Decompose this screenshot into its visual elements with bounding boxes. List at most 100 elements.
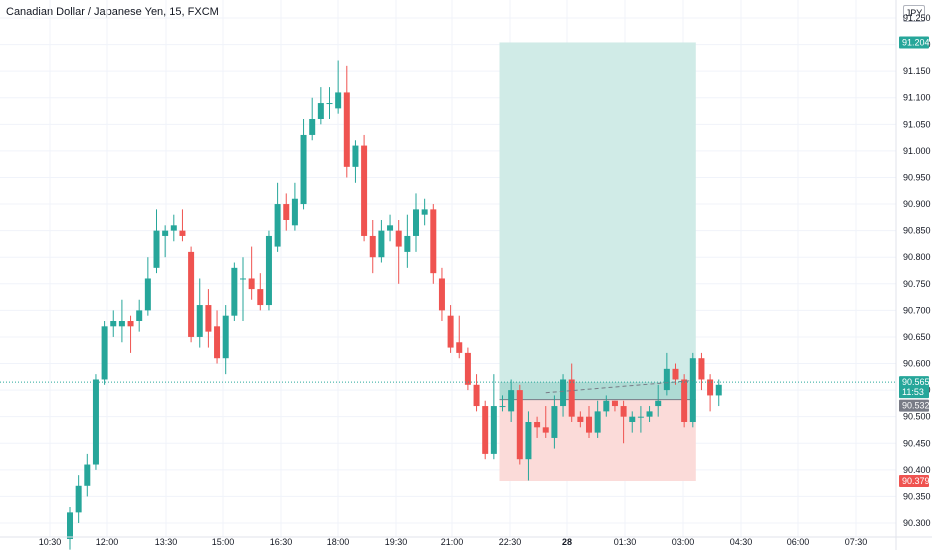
price-tag-entry: 90.532 bbox=[899, 399, 930, 412]
candle bbox=[663, 352, 670, 396]
candle-body bbox=[568, 379, 575, 417]
candle bbox=[611, 400, 618, 412]
candle bbox=[698, 352, 705, 391]
candle-body bbox=[421, 209, 428, 215]
y-tick-label: 90.300 bbox=[903, 518, 931, 528]
candle-body bbox=[525, 422, 532, 460]
price-tag-bg bbox=[899, 399, 929, 412]
candle bbox=[430, 204, 437, 284]
candle bbox=[144, 257, 151, 316]
candle-body bbox=[84, 464, 91, 486]
candle bbox=[343, 65, 350, 178]
candle-body bbox=[144, 278, 151, 311]
candle-body bbox=[153, 230, 160, 268]
candle bbox=[222, 305, 229, 375]
candle-body bbox=[248, 278, 255, 290]
candle bbox=[67, 507, 73, 550]
candle-body bbox=[352, 145, 359, 167]
candle-body bbox=[326, 103, 333, 105]
x-tick-label: 01:30 bbox=[614, 537, 637, 547]
candle bbox=[387, 214, 394, 242]
candle bbox=[508, 379, 515, 422]
candle-body bbox=[170, 225, 177, 231]
candle bbox=[188, 246, 195, 343]
y-tick-label: 90.400 bbox=[903, 465, 931, 475]
y-tick-label: 90.350 bbox=[903, 491, 931, 501]
candle-body bbox=[127, 321, 134, 327]
y-tick-label: 90.750 bbox=[903, 279, 931, 289]
candle-body bbox=[283, 204, 290, 220]
candle bbox=[577, 411, 584, 428]
price-tag-label: 91.204 bbox=[902, 37, 930, 47]
candle-body bbox=[490, 406, 497, 454]
x-tick-label: 12:00 bbox=[96, 537, 119, 547]
candle-body bbox=[378, 230, 385, 258]
candle-body bbox=[603, 400, 610, 412]
candle bbox=[404, 214, 411, 268]
candle bbox=[551, 395, 558, 449]
candle-body bbox=[508, 390, 515, 412]
x-tick-label: 03:00 bbox=[672, 537, 695, 547]
candle bbox=[525, 411, 532, 481]
x-tick-label: 10:30 bbox=[39, 537, 62, 547]
candle-body bbox=[681, 379, 688, 422]
candle bbox=[118, 299, 125, 343]
price-tag-stop: 90.379 bbox=[899, 475, 930, 488]
overlay-lines bbox=[0, 380, 896, 394]
currency-badge[interactable]: JPY bbox=[903, 5, 925, 22]
candle-body bbox=[534, 422, 541, 428]
candle bbox=[534, 416, 541, 438]
candle bbox=[464, 347, 471, 391]
candle bbox=[369, 220, 376, 274]
candle-body bbox=[179, 230, 186, 236]
candle-body bbox=[577, 416, 584, 422]
candle-body bbox=[110, 321, 117, 327]
candle bbox=[309, 97, 316, 141]
candle-body bbox=[413, 209, 419, 236]
candle-body bbox=[205, 305, 212, 332]
candle-body bbox=[291, 198, 298, 226]
candle bbox=[586, 406, 592, 438]
candle-body bbox=[317, 103, 324, 119]
y-tick-label: 91.050 bbox=[903, 119, 931, 129]
candle bbox=[681, 374, 688, 428]
candle bbox=[629, 411, 636, 433]
candle bbox=[620, 400, 627, 444]
candle-body bbox=[404, 235, 411, 252]
x-tick-label: 04:30 bbox=[730, 537, 753, 547]
x-tick-label: 15:00 bbox=[212, 537, 235, 547]
candle bbox=[101, 321, 108, 385]
candle bbox=[265, 230, 272, 311]
candle-body bbox=[101, 326, 108, 380]
x-tick-label: 28 bbox=[562, 537, 572, 547]
candle bbox=[560, 374, 567, 417]
candle-body bbox=[222, 315, 229, 359]
candle bbox=[75, 475, 82, 523]
candle bbox=[257, 273, 264, 311]
candle-body bbox=[637, 416, 644, 418]
y-tick-label: 91.150 bbox=[903, 66, 931, 76]
candle-body bbox=[75, 485, 82, 513]
candle-body bbox=[430, 209, 437, 274]
candle-body bbox=[620, 406, 627, 417]
candle bbox=[196, 278, 203, 348]
y-tick-label: 90.450 bbox=[903, 438, 931, 448]
y-tick-label: 90.950 bbox=[903, 172, 931, 182]
x-tick-label: 07:30 bbox=[845, 537, 868, 547]
candle bbox=[283, 193, 290, 231]
candle-body bbox=[335, 92, 342, 109]
candle bbox=[456, 315, 463, 359]
candle-body bbox=[188, 251, 195, 337]
candle bbox=[542, 406, 549, 438]
candle-body bbox=[689, 358, 696, 422]
candle-body bbox=[560, 379, 567, 407]
candle bbox=[153, 209, 160, 274]
candle-body bbox=[67, 512, 73, 539]
price-tag-bg bbox=[899, 475, 929, 488]
candle bbox=[326, 87, 333, 119]
candle bbox=[715, 379, 722, 407]
y-tick-label: 90.600 bbox=[903, 359, 931, 369]
position-zones bbox=[499, 42, 696, 482]
candle bbox=[482, 400, 489, 460]
